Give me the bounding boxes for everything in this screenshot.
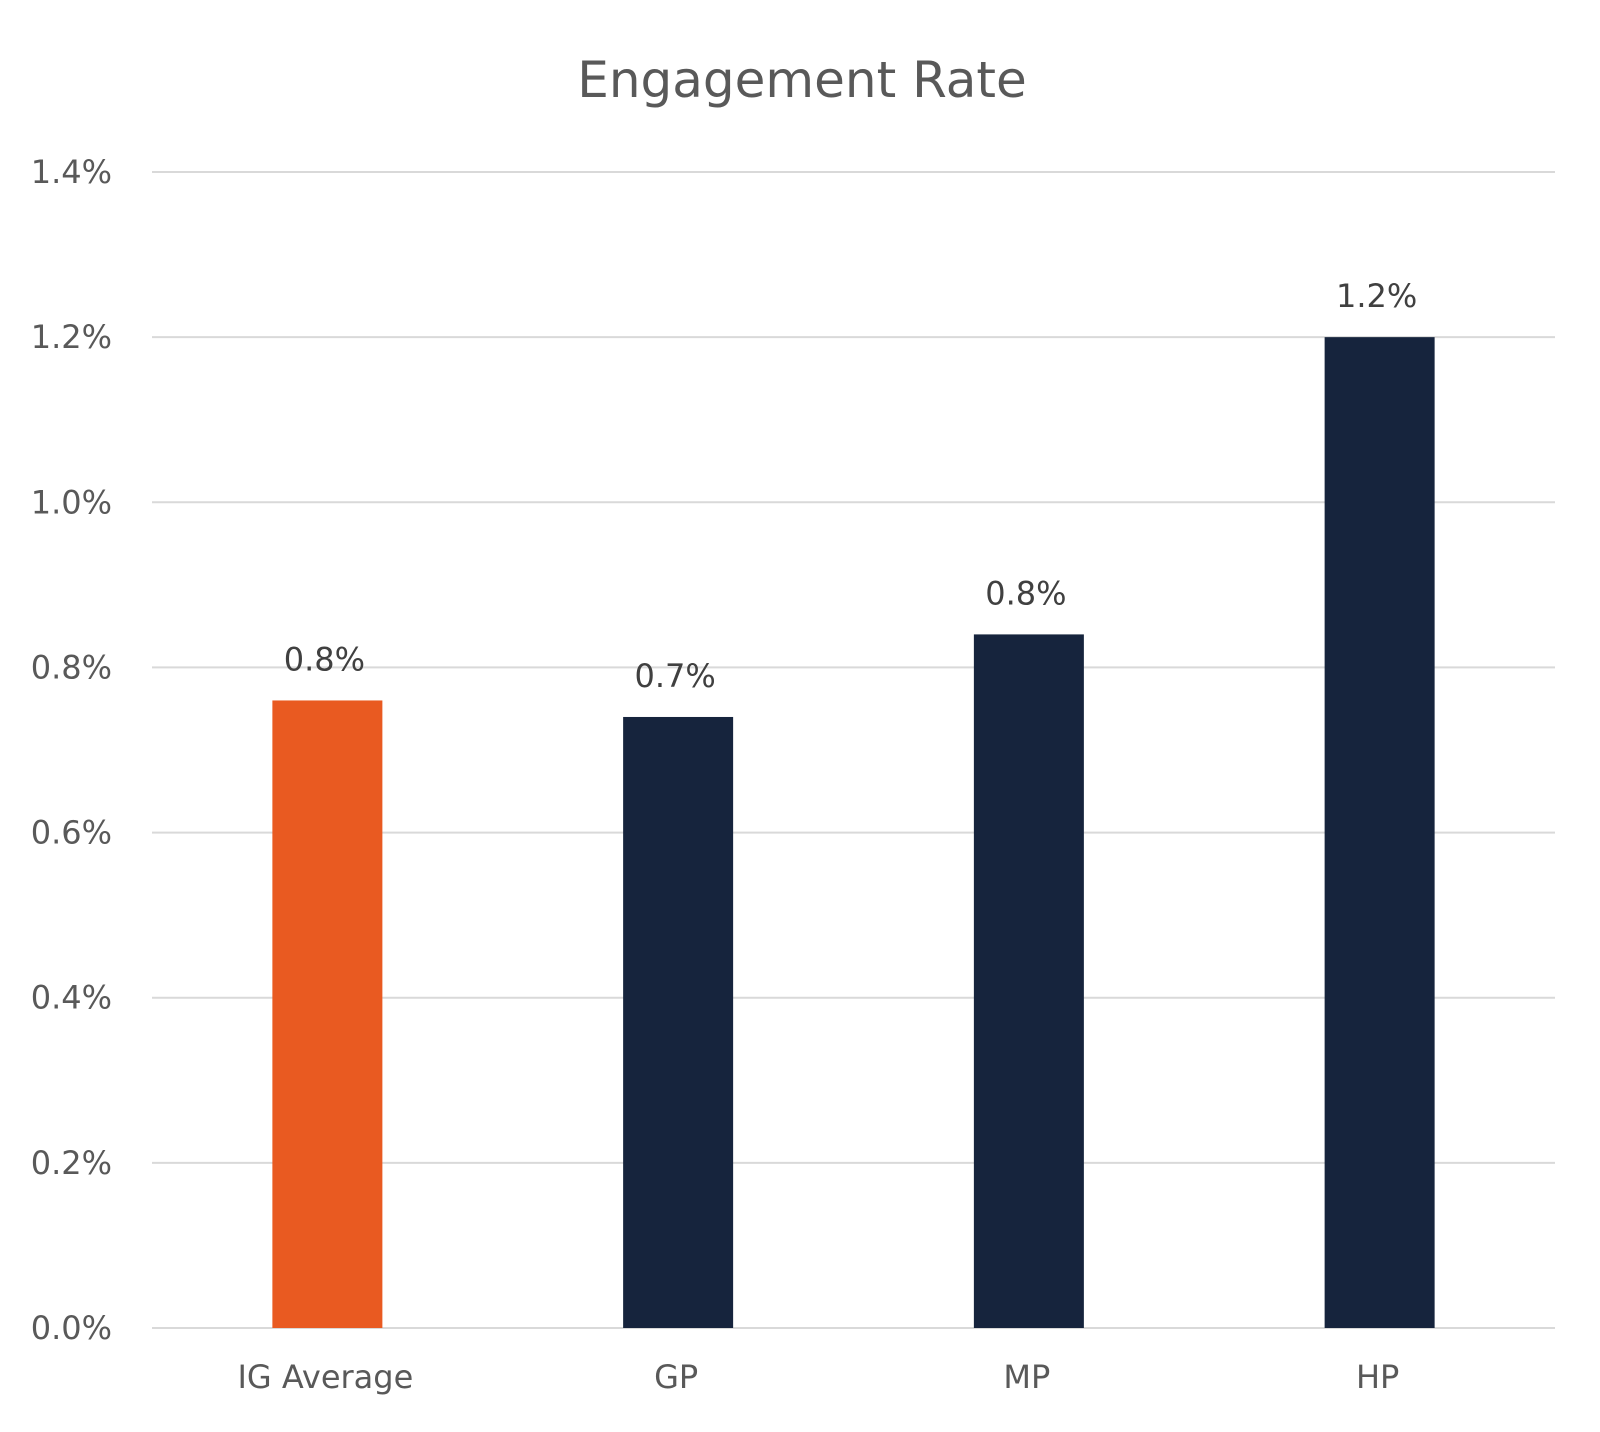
y-tick-label: 0.0% <box>31 1309 112 1347</box>
bars <box>272 337 1435 1329</box>
category-label: GP <box>654 1358 698 1396</box>
data-label: 0.8% <box>284 640 365 678</box>
y-tick-label: 1.0% <box>31 483 112 521</box>
y-tick-label: 0.2% <box>31 1144 112 1182</box>
category-label: IG Average <box>237 1358 413 1396</box>
y-tick-label: 1.4% <box>31 153 112 191</box>
bar-gp <box>623 716 734 1328</box>
chart-title: Engagement Rate <box>577 51 1026 109</box>
data-label: 0.8% <box>985 574 1066 612</box>
data-labels: 0.8% 0.7% 0.8% 1.2% <box>284 277 1418 695</box>
data-label: 0.7% <box>634 657 715 695</box>
data-label: 1.2% <box>1336 277 1417 315</box>
y-tick-label: 0.4% <box>31 979 112 1017</box>
bar-ig-average <box>272 700 383 1328</box>
category-label: HP <box>1356 1358 1399 1396</box>
y-tick-label: 1.2% <box>31 318 112 356</box>
y-tick-label: 0.8% <box>31 648 112 686</box>
bar-hp <box>1324 337 1435 1329</box>
gridlines <box>152 171 1555 1329</box>
y-tick-label: 0.6% <box>31 814 112 852</box>
y-axis-tick-labels: 0.0% 0.2% 0.4% 0.6% 0.8% 1.0% 1.2% 1.4% <box>31 153 112 1347</box>
category-label: MP <box>1003 1358 1050 1396</box>
x-axis-category-labels: IG Average GP MP HP <box>237 1358 1399 1396</box>
bar-mp <box>973 634 1084 1328</box>
